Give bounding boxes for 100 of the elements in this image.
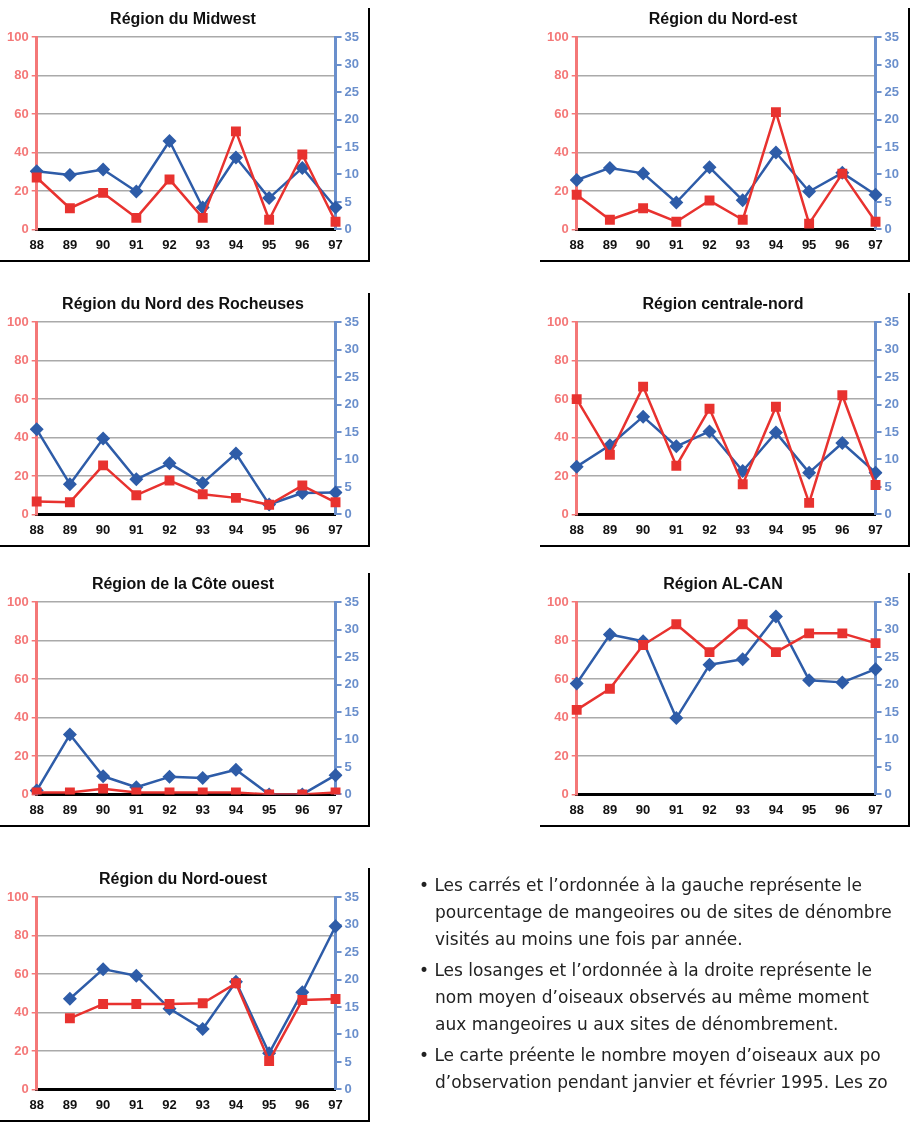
y-tick-label: 60 bbox=[14, 670, 29, 686]
y-tick-label: 0 bbox=[21, 505, 29, 521]
y2-tick-label: 15 bbox=[884, 423, 900, 439]
y-tick-label: 100 bbox=[6, 593, 29, 609]
y2-tick-label: 30 bbox=[884, 341, 900, 357]
y2-tick-label: 10 bbox=[344, 166, 360, 182]
x-tick-label: 92 bbox=[162, 801, 177, 817]
y-tick-label: 0 bbox=[561, 785, 569, 801]
x-tick-label: 91 bbox=[129, 1096, 144, 1112]
x-tick-label: 96 bbox=[835, 801, 850, 817]
x-tick-label: 92 bbox=[702, 521, 717, 537]
x-tick-label: 91 bbox=[129, 236, 144, 252]
x-tick-label: 96 bbox=[295, 521, 310, 537]
y2-tick-label: 25 bbox=[344, 943, 360, 959]
x-tick-label: 90 bbox=[635, 801, 651, 817]
y2-tick-label: 0 bbox=[344, 220, 352, 236]
y2-tick-label: 25 bbox=[884, 648, 900, 664]
x-tick-label: 88 bbox=[569, 236, 584, 252]
x-tick-label: 92 bbox=[162, 1096, 177, 1112]
x-tick-label: 97 bbox=[868, 521, 883, 537]
x-tick-label: 93 bbox=[195, 521, 210, 537]
chart-title: Région du Nord des Rocheuses bbox=[62, 295, 305, 313]
chart-title: Région centrale-nord bbox=[642, 295, 804, 313]
x-tick-label: 89 bbox=[62, 521, 78, 537]
y-tick-label: 0 bbox=[561, 220, 569, 236]
y2-tick-label: 30 bbox=[344, 916, 360, 932]
y-tick-label: 20 bbox=[554, 747, 569, 763]
text: • Les losanges et l’ordonnée à la droite représente le nom moyen d’oiseaux observés au même moment aux mangeoires u aux sites de dénombrement. bbox=[419, 959, 873, 1036]
y-tick-label: 80 bbox=[554, 67, 569, 83]
x-tick-label: 95 bbox=[261, 521, 277, 537]
x-tick-label: 96 bbox=[295, 1096, 310, 1112]
x-tick-label: 92 bbox=[702, 236, 717, 252]
x-tick-label: 95 bbox=[801, 801, 817, 817]
x-tick-label: 97 bbox=[868, 801, 883, 817]
y-tick-label: 80 bbox=[14, 927, 29, 943]
x-tick-label: 93 bbox=[735, 801, 750, 817]
x-tick-label: 92 bbox=[702, 801, 717, 817]
x-tick-label: 93 bbox=[195, 236, 210, 252]
x-tick-label: 90 bbox=[95, 1096, 111, 1112]
y-tick-label: 40 bbox=[14, 144, 29, 160]
y-tick-label: 100 bbox=[6, 28, 29, 44]
x-tick-label: 89 bbox=[602, 236, 618, 252]
y2-tick-label: 10 bbox=[884, 451, 900, 467]
text: • Les carrés et l’ordonnée à la gauche représente le pourcentage de mangeoires ou de sites de dénombre visités au moins une fois par année. bbox=[419, 874, 893, 951]
x-tick-label: 93 bbox=[735, 236, 750, 252]
x-tick-label: 91 bbox=[669, 521, 684, 537]
y2-tick-label: 35 bbox=[884, 313, 900, 329]
y-tick-label: 40 bbox=[14, 709, 29, 725]
x-tick-label: 89 bbox=[62, 1096, 78, 1112]
x-tick-label: 88 bbox=[29, 801, 44, 817]
y2-tick-label: 5 bbox=[884, 193, 892, 209]
y2-tick-label: 15 bbox=[344, 423, 360, 439]
x-tick-label: 94 bbox=[228, 801, 244, 817]
x-tick-label: 96 bbox=[295, 236, 310, 252]
text: • Le carte préente le nombre moyen d’oiseaux aux po d’observation pendant janvier et février 1995. Les zo bbox=[419, 1044, 889, 1094]
chart-title: Région du Nord-est bbox=[648, 10, 798, 28]
x-tick-label: 89 bbox=[62, 801, 78, 817]
y2-tick-label: 5 bbox=[344, 478, 352, 494]
x-tick-label: 91 bbox=[129, 801, 144, 817]
y-tick-label: 40 bbox=[14, 1004, 29, 1020]
x-tick-label: 97 bbox=[328, 801, 343, 817]
y2-tick-label: 10 bbox=[344, 731, 360, 747]
x-tick-label: 92 bbox=[162, 521, 177, 537]
y-tick-label: 80 bbox=[14, 632, 29, 648]
x-tick-label: 95 bbox=[261, 801, 277, 817]
x-tick-label: 93 bbox=[735, 521, 750, 537]
y2-tick-label: 5 bbox=[344, 193, 352, 209]
y-tick-label: 40 bbox=[554, 429, 569, 445]
x-tick-label: 88 bbox=[29, 236, 44, 252]
y-tick-label: 20 bbox=[14, 747, 29, 763]
y-tick-label: 20 bbox=[554, 182, 569, 198]
x-tick-label: 92 bbox=[162, 236, 177, 252]
y2-tick-label: 35 bbox=[344, 28, 360, 44]
chart-title: Région AL-CAN bbox=[663, 575, 783, 593]
y2-tick-label: 20 bbox=[344, 111, 360, 127]
x-tick-label: 91 bbox=[669, 801, 684, 817]
chart-title: Région du Midwest bbox=[110, 10, 257, 28]
x-tick-label: 96 bbox=[835, 521, 850, 537]
x-tick-label: 90 bbox=[635, 521, 651, 537]
y-tick-label: 100 bbox=[6, 313, 29, 329]
y2-tick-label: 0 bbox=[884, 220, 892, 236]
y2-tick-label: 15 bbox=[344, 703, 360, 719]
y-tick-label: 0 bbox=[561, 505, 569, 521]
x-tick-label: 90 bbox=[95, 521, 111, 537]
x-tick-label: 97 bbox=[328, 236, 343, 252]
y2-tick-label: 25 bbox=[344, 648, 360, 664]
y-tick-label: 60 bbox=[14, 390, 29, 406]
x-tick-label: 94 bbox=[228, 236, 244, 252]
x-tick-label: 95 bbox=[261, 1096, 277, 1112]
x-tick-label: 90 bbox=[635, 236, 651, 252]
y-tick-label: 40 bbox=[14, 429, 29, 445]
y-tick-label: 80 bbox=[14, 352, 29, 368]
x-tick-label: 95 bbox=[261, 236, 277, 252]
y2-tick-label: 35 bbox=[344, 593, 360, 609]
y2-tick-label: 10 bbox=[884, 166, 900, 182]
y2-tick-label: 10 bbox=[884, 731, 900, 747]
y2-tick-label: 20 bbox=[884, 676, 900, 692]
y2-tick-label: 10 bbox=[344, 451, 360, 467]
y2-tick-label: 30 bbox=[344, 621, 360, 637]
y2-tick-label: 35 bbox=[344, 888, 360, 904]
